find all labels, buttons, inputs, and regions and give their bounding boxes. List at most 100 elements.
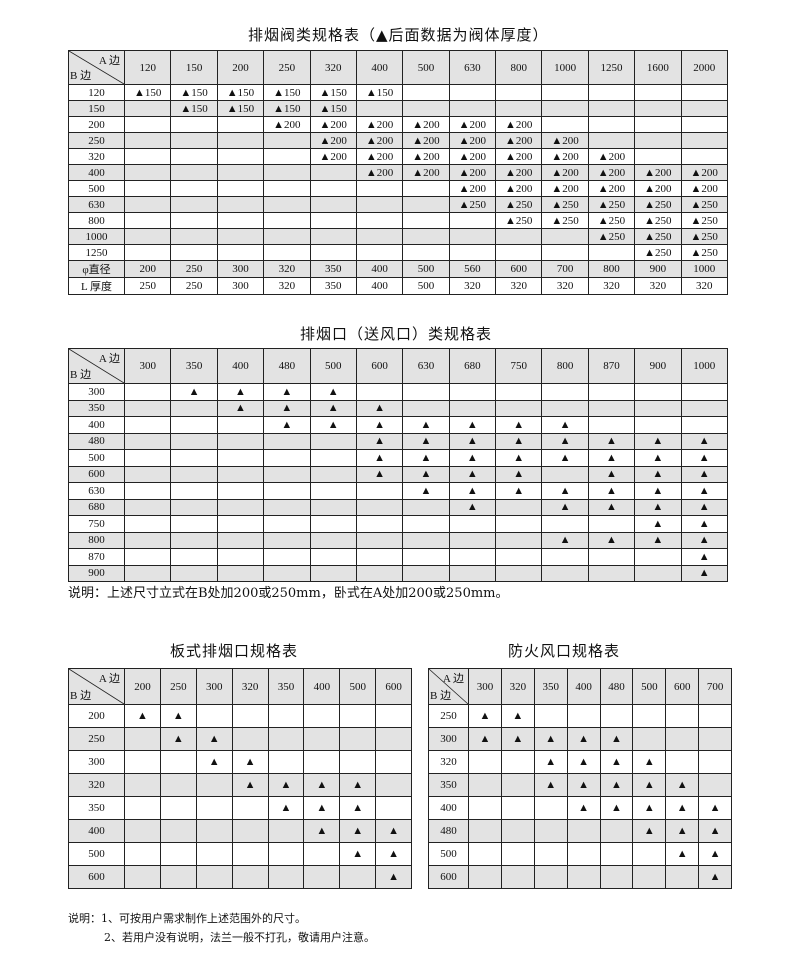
table-cell [263, 482, 311, 500]
table-cell: ▲250 [587, 228, 636, 245]
table-cell: ▲ [355, 432, 404, 450]
table-cell: 350 [309, 260, 357, 278]
table-cell [494, 244, 543, 261]
table-cell [216, 449, 265, 467]
table-cell [355, 180, 404, 197]
table-cell [500, 750, 535, 774]
table-cell: ▲ [231, 750, 269, 774]
table-cell: ▲200 [494, 164, 543, 181]
table-cell [123, 465, 172, 483]
table-cell [216, 498, 265, 516]
table-cell [263, 449, 311, 467]
table-cell: ▲200 [448, 116, 497, 133]
table-cell [309, 548, 357, 566]
table-cell: 560 [448, 260, 497, 278]
table-cell [587, 515, 636, 533]
table-cell: ▲200 [355, 132, 404, 149]
table-cell: ▲200 [448, 132, 497, 149]
table-cell: ▲ [634, 432, 682, 450]
table-cell [541, 383, 589, 401]
table-cell: ▲200 [494, 132, 543, 149]
table-cell [375, 773, 412, 797]
table-cell [309, 180, 357, 197]
table-cell [632, 842, 667, 866]
row-header: 480 [68, 432, 125, 450]
table-4-title: 防火风口规格表 [508, 642, 621, 660]
table-cell: ▲200 [309, 116, 357, 133]
table-cell [494, 531, 543, 549]
header-row: A 边 B 边 300 350 400 480 500 600 630 680 750 800 870 9… [68, 348, 728, 384]
table-cell: ▲ [375, 865, 412, 889]
table-cell [494, 548, 543, 566]
table-cell: ▲200 [402, 116, 450, 133]
table-cell [402, 228, 450, 245]
corner-header: A 边 B 边 [428, 668, 469, 705]
row-header: 400 [68, 819, 125, 843]
table-cell: ▲ [303, 819, 341, 843]
table-cell [170, 482, 218, 500]
table-cell [231, 704, 269, 728]
table-cell: ▲ [494, 482, 543, 500]
table-cell [680, 399, 728, 417]
column-header: 350 [533, 668, 568, 705]
table-cell: ▲ [494, 449, 543, 467]
table-cell [309, 465, 357, 483]
table-cell [263, 228, 311, 245]
table-cell [680, 383, 728, 401]
table-cell [533, 796, 568, 820]
table-row: 300 ▲ ▲ ▲ ▲ [68, 383, 728, 401]
table-cell [170, 465, 218, 483]
table-cell: ▲ [216, 399, 265, 417]
table-cell [494, 228, 543, 245]
table-cell [355, 212, 404, 229]
table-cell [231, 842, 269, 866]
row-header: 300 [428, 727, 469, 751]
table-cell [599, 819, 634, 843]
column-header: 500 [309, 348, 357, 384]
table-cell [159, 842, 197, 866]
table-cell [698, 750, 732, 774]
table-cell: ▲ [634, 515, 682, 533]
table-cell [216, 244, 265, 261]
table-cell: ▲ [309, 399, 357, 417]
row-header: 250 [68, 132, 125, 149]
b-side-label: B 边 [70, 369, 92, 381]
table-cell: ▲ [263, 383, 311, 401]
table-cell [303, 865, 341, 889]
column-header: 120 [123, 50, 172, 85]
table-cell: ▲150 [355, 84, 404, 101]
table-cell: ▲200 [263, 116, 311, 133]
table-cell: ▲ [541, 432, 589, 450]
table-cell: ▲ [665, 773, 700, 797]
column-header: 1250 [587, 50, 636, 85]
table-cell [170, 196, 218, 213]
table-cell [124, 865, 161, 889]
table-row: 320 ▲ ▲ ▲ ▲ [428, 750, 732, 774]
table-cell [123, 399, 172, 417]
table-cell [170, 449, 218, 467]
table-cell: ▲150 [263, 84, 311, 101]
diagonal-line [69, 349, 124, 383]
column-header: 250 [263, 50, 311, 85]
table-cell: ▲ [448, 465, 497, 483]
table-cell [216, 180, 265, 197]
table-cell [231, 796, 269, 820]
table-cell [216, 132, 265, 149]
table-row: 1000 ▲250 ▲250 ▲250 [68, 228, 728, 245]
column-header: 320 [231, 668, 269, 705]
row-header: 400 [428, 796, 469, 820]
table-cell [123, 515, 172, 533]
row-header: 250 [68, 727, 125, 751]
table-cell [402, 100, 450, 117]
table-cell: ▲200 [541, 164, 589, 181]
table-row: L 厚度 250 250 300 320 350 400 500 320 320 320 320 320… [68, 277, 728, 295]
table-cell [267, 842, 305, 866]
header-row: A 边 B 边 120 150 200 250 320 400 500 630 800 1000 125… [68, 50, 728, 85]
table-cell [339, 704, 377, 728]
table-cell [468, 819, 502, 843]
row-header: 680 [68, 498, 125, 516]
table-cell [448, 548, 497, 566]
table-cell [402, 548, 450, 566]
table-cell [698, 773, 732, 797]
table-cell: ▲ [665, 796, 700, 820]
